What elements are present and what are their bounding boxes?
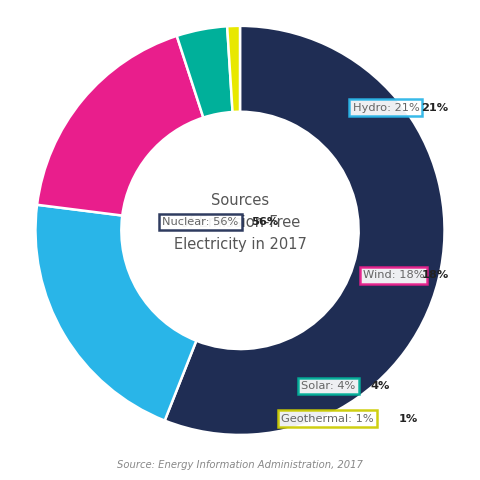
Text: 18%: 18% (421, 270, 449, 280)
Text: Wind: 18%: Wind: 18% (363, 270, 424, 280)
Wedge shape (37, 36, 204, 216)
Text: Solar: 4%: Solar: 4% (301, 381, 356, 391)
Text: 1%: 1% (399, 414, 418, 423)
Wedge shape (227, 26, 240, 112)
Text: Geothermal: 1%: Geothermal: 1% (281, 414, 373, 423)
Text: Nuclear: 56%: Nuclear: 56% (162, 217, 239, 227)
Wedge shape (36, 205, 196, 420)
Text: Sources
of Emission-Free
Electricity in 2017: Sources of Emission-Free Electricity in … (174, 192, 306, 252)
Text: 56%: 56% (251, 217, 278, 227)
Text: Source: Energy Information Administration, 2017: Source: Energy Information Administratio… (117, 460, 363, 470)
Wedge shape (165, 26, 444, 435)
Wedge shape (177, 26, 232, 118)
Text: 4%: 4% (370, 381, 389, 391)
Text: Hydro: 21%: Hydro: 21% (352, 103, 419, 113)
Text: 21%: 21% (421, 103, 448, 113)
